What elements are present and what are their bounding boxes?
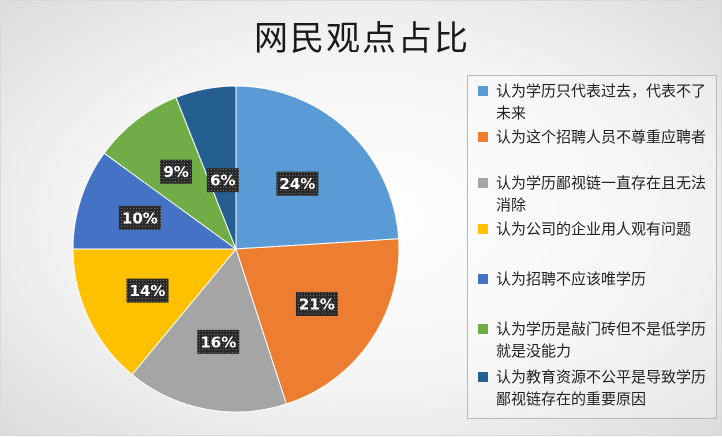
chart-legend: 认为学历只代表过去，代表不了未来认为这个招聘人员不尊重应聘者认为学历鄙视链一直存… (467, 75, 717, 419)
legend-swatch (478, 274, 488, 284)
legend-item: 认为公司的企业用人观有问题 (478, 218, 712, 240)
legend-label: 认为教育资源不公平是导致学历鄙视链存在的重要原因 (496, 368, 707, 408)
pie-slice (235, 238, 400, 405)
legend-label: 认为学历是敲门砖但不是低学历就是没能力 (496, 320, 707, 360)
legend-swatch (478, 324, 488, 334)
data-label: 10% (118, 205, 161, 230)
data-label: 9% (160, 159, 193, 184)
legend-label: 认为这个招聘人员不尊重应聘者 (496, 128, 707, 146)
data-label-background (295, 291, 338, 316)
legend-label: 认为招聘不应该唯学历 (496, 270, 647, 288)
data-label-background (206, 168, 239, 193)
legend-swatch (478, 86, 488, 96)
data-label: 14% (126, 278, 169, 303)
legend-swatch (478, 178, 488, 188)
data-label: 16% (197, 329, 240, 354)
pie-slice (235, 85, 400, 250)
data-label-text: 21% (299, 295, 335, 313)
data-label-background (160, 159, 193, 184)
legend-swatch (478, 224, 488, 234)
data-label-background (197, 329, 240, 354)
legend-swatch (478, 132, 488, 142)
legend-label: 认为公司的企业用人观有问题 (496, 220, 692, 238)
data-label: 6% (206, 168, 239, 193)
data-label: 24% (276, 171, 319, 196)
legend-label: 认为学历只代表过去，代表不了未来 (496, 82, 707, 122)
data-label-background (126, 278, 169, 303)
legend-item: 认为这个招聘人员不尊重应聘者 (478, 126, 712, 148)
data-label: 21% (295, 291, 338, 316)
data-label-background (276, 171, 319, 196)
chart-title: 网民观点占比 (254, 19, 470, 59)
data-label-background (118, 205, 161, 230)
pie-slice (72, 248, 238, 376)
pie-slice (175, 85, 237, 250)
pie-slice (72, 152, 238, 250)
legend-item: 认为招聘不应该唯学历 (478, 268, 712, 290)
legend-item: 认为学历鄙视链一直存在且无法消除 (478, 172, 712, 216)
legend-swatch (478, 372, 488, 382)
legend-label: 认为学历鄙视链一直存在且无法消除 (496, 174, 707, 214)
data-label-text: 9% (163, 163, 188, 181)
data-label-text: 24% (279, 175, 315, 193)
data-label-text: 6% (210, 172, 235, 190)
legend-item: 认为学历是敲门砖但不是低学历就是没能力 (478, 318, 712, 362)
data-label-text: 10% (122, 209, 158, 227)
data-label-text: 14% (130, 282, 166, 300)
legend-item: 认为教育资源不公平是导致学历鄙视链存在的重要原因 (478, 366, 712, 410)
data-label-text: 16% (200, 333, 236, 351)
legend-item: 认为学历只代表过去，代表不了未来 (478, 80, 712, 124)
